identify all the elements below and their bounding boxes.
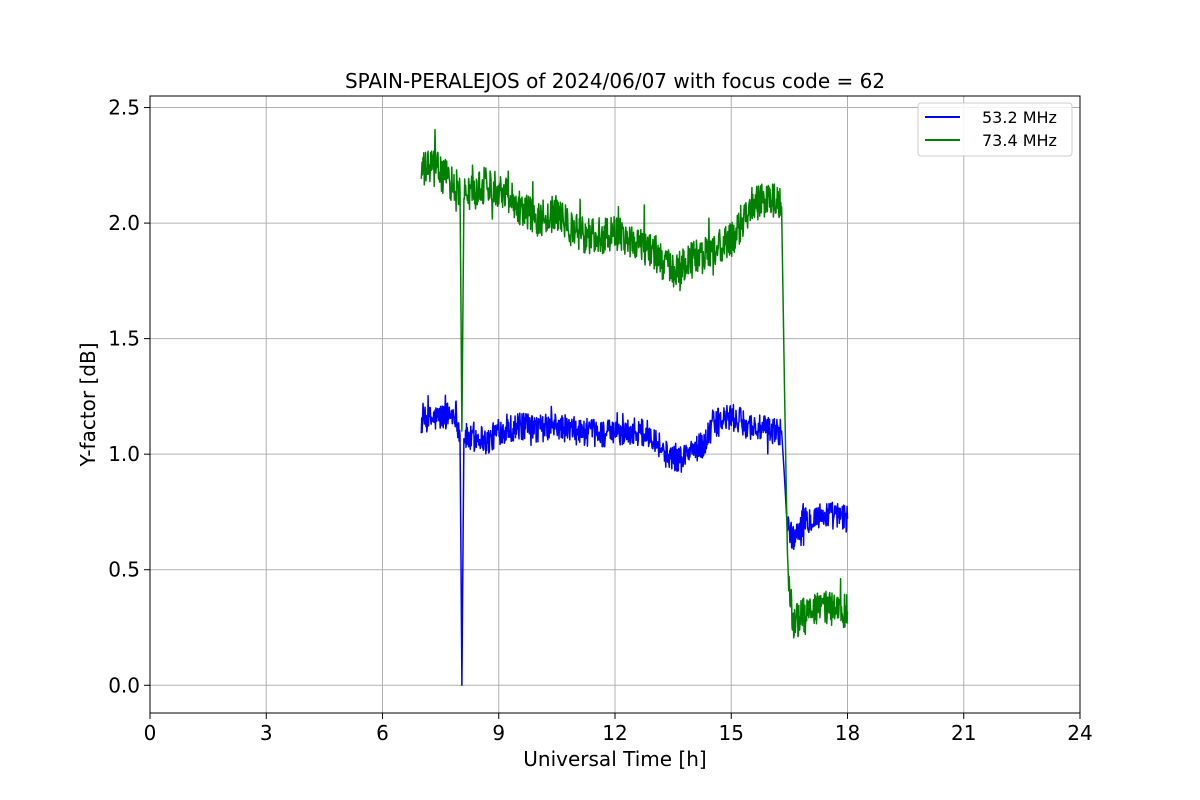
series-layer	[420, 128, 849, 687]
series-line-53-2-mhz	[420, 394, 849, 687]
x-tick-label: 12	[602, 721, 627, 745]
x-tick-label: 18	[835, 721, 860, 745]
legend-label-53-2: 53.2 MHz	[982, 108, 1057, 127]
y-tick-label: 1.0	[108, 442, 140, 466]
legend: 53.2 MHz 73.4 MHz	[917, 102, 1073, 157]
chart-title: SPAIN-PERALEJOS of 2024/06/07 with focus…	[345, 69, 885, 93]
y-tick-label: 2.0	[108, 211, 140, 235]
x-tick-label: 15	[719, 721, 744, 745]
series-line-73-4-mhz	[420, 128, 849, 639]
y-tick-label: 2.5	[108, 96, 140, 120]
x-tick-label: 3	[260, 721, 273, 745]
axis-ticks: 0 3 6 9 12 15 18 21 24 0.0 0.5 1.0 1.5 2.0 2.5	[108, 96, 1093, 745]
y-axis-label: Y-factor [dB]	[76, 342, 100, 467]
y-tick-label: 0.0	[108, 673, 140, 697]
y-tick-label: 0.5	[108, 558, 140, 582]
x-tick-label: 0	[144, 721, 157, 745]
y-tick-label: 1.5	[108, 327, 140, 351]
x-tick-label: 21	[951, 721, 976, 745]
x-tick-label: 6	[376, 721, 389, 745]
x-tick-label: 24	[1067, 721, 1092, 745]
x-axis-label: Universal Time [h]	[523, 747, 706, 771]
legend-label-73-4: 73.4 MHz	[982, 131, 1057, 150]
x-tick-label: 9	[492, 721, 505, 745]
